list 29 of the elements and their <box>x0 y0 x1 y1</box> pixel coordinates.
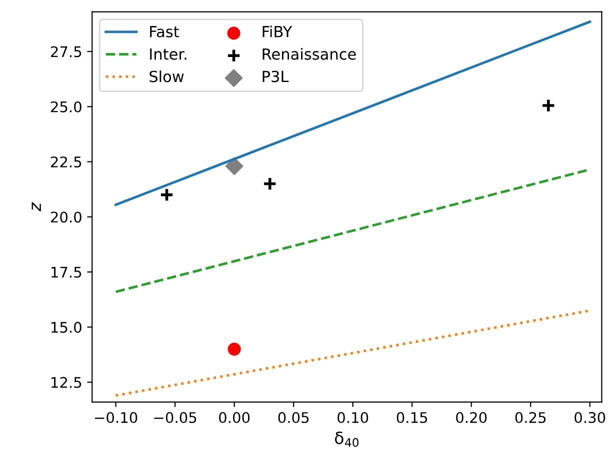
x-tick-label: 0.20 <box>456 412 487 424</box>
y-tick-label: 20.0 <box>50 212 82 223</box>
point <box>262 176 278 191</box>
x-tick-label: 0.05 <box>278 412 309 424</box>
x-tick-label: 0.30 <box>574 412 606 424</box>
x-tick-label: −0.05 <box>154 412 196 424</box>
x-tick-label: 0.10 <box>338 412 368 424</box>
legend-label: Slow <box>150 70 184 82</box>
legend-label: Fast <box>150 26 179 38</box>
legend-label: Inter. <box>150 48 186 60</box>
point <box>228 342 241 356</box>
x-tick-label: 0.25 <box>515 412 546 424</box>
point <box>541 98 556 113</box>
y-tick-label: 12.5 <box>52 376 82 388</box>
y-tick-label: 22.5 <box>50 156 82 168</box>
point <box>160 188 174 202</box>
x-tick-label: 0.00 <box>219 412 250 424</box>
legend-label: Renaissance <box>262 48 356 60</box>
x-tick-label: 0.15 <box>396 412 428 424</box>
legend-label: P3L <box>262 70 289 82</box>
y-tick-label: 25.0 <box>50 101 82 112</box>
y-tick-label: 17.5 <box>52 266 82 278</box>
y-tick-label: 27.5 <box>50 46 82 58</box>
legend-label: FiBY <box>262 26 292 38</box>
x-tick-label: −0.10 <box>95 412 138 424</box>
y-axis-title: z <box>32 202 41 212</box>
x-axis-title: δ$_{40}$ <box>334 432 359 447</box>
point <box>225 157 244 176</box>
y-tick-label: 15.0 <box>52 322 82 333</box>
